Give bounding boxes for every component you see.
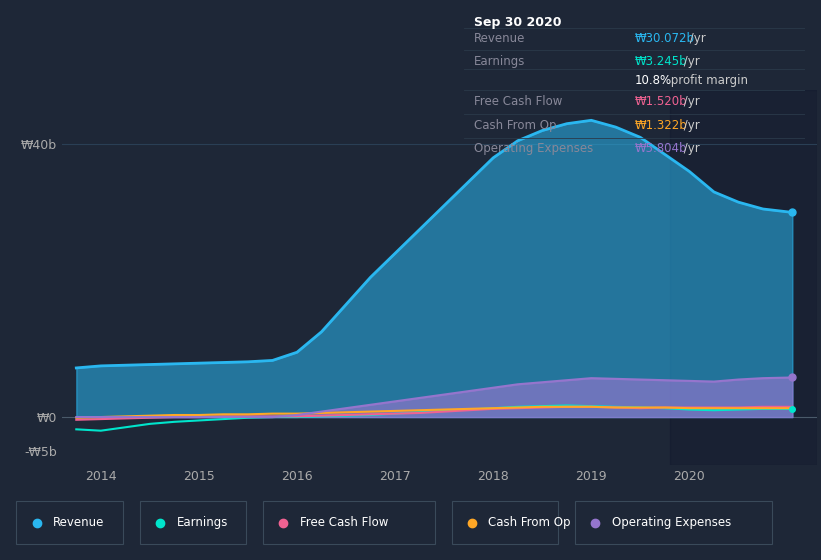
Bar	[670, 90, 817, 465]
Text: ₩5.804b: ₩5.804b	[635, 142, 686, 156]
Text: /yr: /yr	[680, 119, 699, 132]
Text: Cash From Op: Cash From Op	[474, 119, 557, 132]
Text: /yr: /yr	[680, 95, 699, 108]
Text: ₩3.245b: ₩3.245b	[635, 55, 687, 68]
Text: ₩30.072b: ₩30.072b	[635, 32, 695, 45]
Text: Free Cash Flow: Free Cash Flow	[300, 516, 388, 529]
Text: Operating Expenses: Operating Expenses	[612, 516, 731, 529]
Text: ₩1.520b: ₩1.520b	[635, 95, 687, 108]
Text: Revenue: Revenue	[474, 32, 525, 45]
Text: ₩1.322b: ₩1.322b	[635, 119, 687, 132]
Text: 10.8%: 10.8%	[635, 74, 672, 87]
Text: Earnings: Earnings	[474, 55, 525, 68]
Text: Cash From Op: Cash From Op	[488, 516, 571, 529]
Text: /yr: /yr	[680, 55, 699, 68]
Text: /yr: /yr	[686, 32, 706, 45]
Text: profit margin: profit margin	[667, 74, 748, 87]
Text: Sep 30 2020: Sep 30 2020	[474, 16, 562, 29]
Text: Free Cash Flow: Free Cash Flow	[474, 95, 562, 108]
Text: Earnings: Earnings	[177, 516, 228, 529]
Text: Revenue: Revenue	[53, 516, 105, 529]
Text: /yr: /yr	[680, 142, 699, 156]
Text: Operating Expenses: Operating Expenses	[474, 142, 594, 156]
